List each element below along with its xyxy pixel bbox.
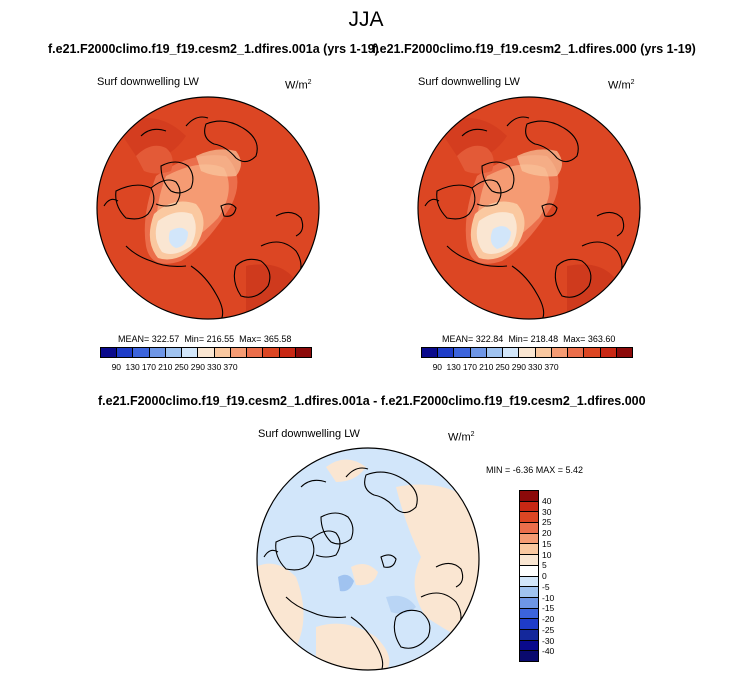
case-title-left: f.e21.F2000climo.f19_f19.cesm2_1.dfires.… (48, 42, 379, 56)
colorbar-tick-label: 30 (542, 506, 552, 517)
colorbar-swatch (438, 348, 455, 357)
difference-title: f.e21.F2000climo.f19_f19.cesm2_1.dfires.… (98, 394, 646, 408)
stats-right: MEAN= 322.84 Min= 218.48 Max= 363.60 (442, 334, 616, 344)
colorbar-tick-label: -25 (542, 624, 555, 635)
colorbar-tick-label: 170 (462, 362, 478, 372)
colorbar-swatch (520, 576, 538, 588)
colorbar-tick-label: 370 (544, 362, 559, 372)
colorbar-swatch (600, 348, 617, 357)
colorbar-swatch (519, 348, 536, 357)
colorbar-swatch (520, 533, 538, 545)
colorbar-swatch (520, 640, 538, 652)
colorbar-swatch (454, 348, 471, 357)
colorbar-swatch (101, 348, 118, 357)
colorbar-swatch (520, 629, 538, 641)
colorbar-swatch (568, 348, 585, 357)
colorbar-ticks-difference: 40 30 25 20 15 10 5 0 -5 -10 -15 -20 -25 -30 -40 (542, 490, 572, 662)
colorbar-tick-label: 290 (190, 362, 205, 372)
colorbar-swatch (263, 348, 280, 357)
colorbar-tick-label: -30 (542, 635, 555, 646)
units-label-right: W/m2 (608, 79, 635, 92)
colorbar-tick-label: 90 (432, 362, 443, 372)
colorbar-swatch (551, 348, 569, 357)
variable-label-left: Surf downwelling LW (97, 76, 199, 88)
colorbar-swatch (520, 565, 538, 577)
case-title-right: f.e21.F2000climo.f19_f19.cesm2_1.dfires.… (372, 42, 696, 56)
colorbar-swatch (520, 512, 538, 524)
colorbar-swatch (117, 348, 134, 357)
colorbar-ticks-right: 90 130 170 210 250 290 330 370 (421, 362, 633, 374)
colorbar-tick-label: -5 (542, 581, 550, 592)
colorbar-swatch (520, 651, 538, 661)
colorbar-left (100, 347, 312, 358)
units-label-diff: W/m2 (448, 431, 475, 444)
colorbar-tick-label: 40 (542, 495, 552, 506)
colorbar-swatch (520, 597, 538, 609)
colorbar-swatch (295, 348, 312, 357)
colorbar-swatch (165, 348, 183, 357)
colorbar-tick-label: 20 (542, 528, 552, 538)
colorbar-swatch (470, 348, 487, 357)
colorbar-tick-label: 210 (479, 362, 494, 372)
colorbar-difference (519, 490, 539, 662)
units-label-left: W/m2 (285, 79, 312, 92)
colorbar-tick-label: 130 (125, 362, 140, 372)
colorbar-tick-label: -15 (542, 603, 555, 614)
colorbar-swatch (520, 619, 538, 630)
colorbar-swatch (503, 348, 520, 357)
colorbar-tick-label: 5 (542, 560, 547, 571)
variable-label-diff: Surf downwelling LW (258, 428, 360, 440)
season-title: JJA (348, 8, 384, 31)
colorbar-swatch (520, 523, 538, 534)
colorbar-tick-label: 370 (223, 362, 238, 372)
colorbar-swatch (520, 491, 538, 502)
colorbar-swatch (535, 348, 552, 357)
colorbar-tick-label: 330 (207, 362, 222, 372)
colorbar-swatch (133, 348, 150, 357)
colorbar-swatch (214, 348, 231, 357)
colorbar-tick-label: -10 (542, 592, 555, 603)
colorbar-swatch (520, 608, 538, 620)
colorbar-tick-label: 290 (511, 362, 526, 372)
colorbar-tick-label: 15 (542, 538, 552, 549)
colorbar-swatch (230, 348, 248, 357)
minmax-diff: MIN = -6.36 MAX = 5.42 (486, 465, 584, 475)
polar-map-right (417, 96, 641, 320)
colorbar-tick-label: 250 (495, 362, 510, 372)
colorbar-tick-label: 170 (141, 362, 157, 372)
colorbar-swatch (422, 348, 439, 357)
colorbar-swatch (520, 587, 538, 598)
colorbar-swatch (198, 348, 215, 357)
colorbar-swatch (520, 544, 538, 556)
colorbar-swatch (486, 348, 504, 357)
colorbar-tick-label: 90 (111, 362, 122, 372)
colorbar-ticks-left: 90 130 170 210 250 290 330 370 (100, 362, 312, 374)
colorbar-tick-label: 330 (528, 362, 543, 372)
colorbar-swatch (616, 348, 633, 357)
colorbar-tick-label: 0 (542, 571, 547, 581)
stats-left: MEAN= 322.57 Min= 216.55 Max= 365.58 (118, 334, 292, 344)
variable-label-right: Surf downwelling LW (418, 76, 520, 88)
polar-map-difference (256, 447, 480, 671)
polar-map-left (96, 96, 320, 320)
colorbar-swatch (520, 501, 538, 513)
colorbar-tick-label: 210 (158, 362, 173, 372)
colorbar-tick-label: -40 (542, 646, 555, 657)
colorbar-swatch (279, 348, 296, 357)
colorbar-tick-label: -20 (542, 614, 555, 624)
colorbar-swatch (182, 348, 199, 357)
colorbar-swatch (247, 348, 264, 357)
colorbar-tick-label: 130 (446, 362, 461, 372)
colorbar-tick-label: 250 (174, 362, 189, 372)
colorbar-right (421, 347, 633, 358)
colorbar-tick-label: 25 (542, 517, 552, 528)
colorbar-tick-label: 10 (542, 549, 552, 560)
colorbar-swatch (520, 555, 538, 566)
colorbar-swatch (584, 348, 601, 357)
colorbar-swatch (149, 348, 166, 357)
